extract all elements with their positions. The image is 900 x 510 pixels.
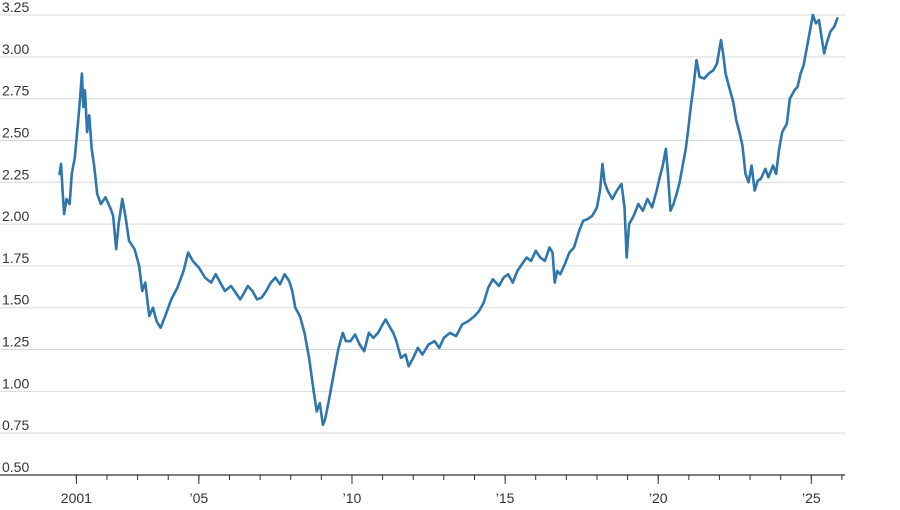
y-tick-label: 1.75 <box>2 250 29 266</box>
gridlines <box>0 14 845 434</box>
y-tick-label: 1.00 <box>2 375 29 391</box>
y-tick-label: 0.75 <box>2 417 29 433</box>
y-tick-label: 0.50 <box>2 459 29 475</box>
x-tick-label: 2001 <box>61 490 92 506</box>
series-line <box>58 13 839 427</box>
x-tick-label: ’05 <box>190 490 209 506</box>
x-tick-label: ’20 <box>649 490 668 506</box>
x-tick-label: ’10 <box>343 490 362 506</box>
y-tick-label: 2.75 <box>2 83 29 99</box>
x-tick-label: ’25 <box>802 490 821 506</box>
y-tick-label: 2.25 <box>2 166 29 182</box>
y-tick-label: 2.50 <box>2 124 29 140</box>
series-layer <box>58 13 839 427</box>
x-tick-label: ’15 <box>496 490 515 506</box>
y-axis-tick-labels: 3.25 3.00 2.75 2.50 2.25 2.00 1.75 1.50 1.25 1.00… <box>2 0 29 475</box>
y-tick-label: 1.50 <box>2 292 29 308</box>
y-tick-label: 3.25 <box>2 0 29 15</box>
y-tick-label: 1.25 <box>2 334 29 350</box>
y-tick-label: 3.00 <box>2 41 29 57</box>
y-tick-label: 2.00 <box>2 208 29 224</box>
x-axis: 2001 ’05 ’10 ’15 ’20 ’25 <box>0 474 845 506</box>
